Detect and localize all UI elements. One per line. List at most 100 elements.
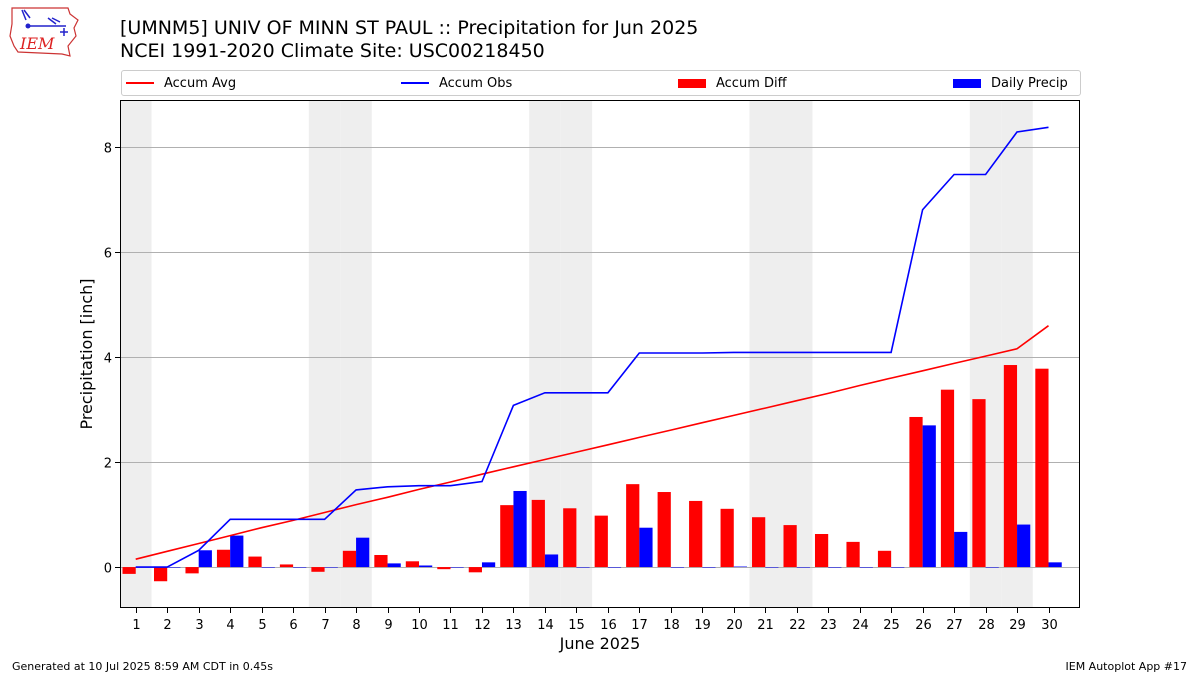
lines (135, 126, 1049, 568)
diff-bar-day-12 (468, 567, 482, 573)
legend-label-daily-precip: Daily Precip (991, 75, 1068, 91)
logo-text: IEM (20, 34, 55, 53)
daily-bar-day-2 (167, 567, 181, 568)
x-tick-label-12: 12 (474, 618, 491, 633)
diff-bar-day-1 (122, 567, 136, 574)
x-tick-label-24: 24 (852, 618, 869, 633)
legend-label-accum-avg: Accum Avg (164, 75, 237, 91)
diff-bar-day-8 (342, 550, 357, 568)
diff-bar-day-17 (626, 484, 640, 568)
legend: Accum Avg Accum Obs Accum Diff Daily Pre… (121, 70, 1081, 96)
x-tick-label-23: 23 (820, 618, 837, 633)
diff-bar-day-25 (877, 550, 892, 568)
diff-bar-day-22 (783, 525, 797, 568)
diff-bar-day-11 (437, 567, 451, 570)
daily-bar-day-26 (922, 425, 936, 568)
daily-bar-day-13 (513, 490, 527, 568)
shaded-day-8 (340, 100, 372, 608)
daily-bar-day-24 (859, 567, 873, 568)
legend-swatch-accum-diff (678, 78, 706, 88)
grid-lines (120, 147, 1080, 568)
chart-title: [UMNM5] UNIV OF MINN ST PAUL :: Precipit… (120, 17, 699, 39)
daily-bar-day-9 (387, 563, 401, 568)
diff-bar-day-21 (752, 517, 766, 568)
x-axis-label: June 2025 (559, 634, 641, 653)
diff-bar-day-29 (1003, 365, 1018, 568)
x-tick-label-15: 15 (568, 618, 585, 633)
diff-bar-day-6 (279, 564, 294, 568)
x-tick-label-26: 26 (915, 618, 932, 633)
diff-bar-day-27 (940, 389, 955, 568)
y-axis-label: Precipitation [inch] (77, 278, 96, 429)
bars (122, 365, 1062, 582)
daily-bar-day-20 (733, 566, 747, 568)
x-tick-label-19: 19 (694, 618, 711, 633)
legend-label-accum-diff: Accum Diff (716, 75, 787, 91)
x-tick-label-14: 14 (537, 618, 554, 633)
x-tick-label-11: 11 (442, 618, 459, 633)
x-tick-label-17: 17 (631, 618, 648, 633)
diff-bar-day-15 (563, 508, 577, 568)
diff-bar-day-4 (216, 549, 231, 568)
x-tick-label-27: 27 (946, 618, 963, 633)
x-tick-label-30: 30 (1041, 618, 1058, 633)
daily-bar-day-3 (198, 550, 212, 568)
diff-bar-day-24 (846, 541, 860, 568)
daily-bar-day-22 (796, 567, 810, 568)
diff-bar-day-9 (374, 554, 388, 568)
x-tick-label-2: 2 (163, 618, 171, 633)
x-axis: 1 2 3 4 5 6 7 8 9 10 11 12 13 14 15 16 17 18 19 20 21 22 23 24 2… (132, 608, 1058, 633)
x-tick-label-18: 18 (663, 618, 680, 633)
y-axis: 0 2 4 6 8 (104, 142, 120, 577)
x-tick-label-21: 21 (757, 618, 774, 633)
legend-label-accum-obs: Accum Obs (439, 75, 513, 91)
diff-bar-day-18 (657, 492, 671, 568)
legend-item-accum-diff: Accum Diff (678, 71, 787, 95)
daily-bar-day-14 (544, 554, 559, 568)
x-tick-label-5: 5 (258, 618, 266, 633)
y-tick-label-8: 8 (104, 142, 112, 157)
x-tick-label-16: 16 (600, 618, 617, 633)
diff-bar-day-30 (1035, 368, 1049, 568)
y-tick-label-4: 4 (104, 352, 112, 367)
legend-swatch-daily-precip (953, 78, 981, 88)
daily-bar-day-27 (954, 531, 968, 568)
y-tick-label-6: 6 (104, 247, 112, 262)
legend-item-daily-precip: Daily Precip (953, 71, 1068, 95)
x-tick-label-1: 1 (132, 618, 140, 633)
diff-bar-day-16 (594, 515, 608, 568)
footer-app: IEM Autoplot App #17 (1065, 660, 1188, 673)
chart-subtitle: NCEI 1991-2020 Climate Site: USC00218450 (120, 40, 545, 62)
shaded-day-22 (780, 100, 813, 608)
daily-bar-day-8 (356, 537, 370, 568)
x-tick-label-20: 20 (726, 618, 743, 633)
daily-bar-day-17 (639, 527, 653, 568)
daily-bar-day-12 (481, 562, 496, 568)
diff-bar-day-7 (311, 567, 325, 572)
daily-bar-day-19 (702, 567, 716, 568)
diff-bar-day-13 (500, 505, 514, 568)
plot-frame (120, 100, 1080, 608)
y-tick-label-2: 2 (104, 457, 112, 472)
diff-bar-day-2 (153, 567, 168, 582)
diff-bar-day-19 (689, 500, 703, 568)
daily-bar-day-16 (607, 567, 622, 568)
x-tick-label-4: 4 (226, 618, 234, 633)
diff-bar-day-3 (185, 567, 199, 574)
daily-bar-day-21 (765, 567, 779, 568)
x-tick-label-9: 9 (384, 618, 392, 633)
diff-bar-day-10 (405, 561, 420, 568)
y-tick-label-0: 0 (104, 562, 112, 577)
diff-bar-day-20 (720, 508, 734, 568)
daily-bar-day-23 (828, 567, 842, 568)
shaded-day-7 (308, 100, 341, 608)
x-tick-label-25: 25 (883, 618, 900, 633)
x-tick-label-13: 13 (505, 618, 522, 633)
x-tick-label-3: 3 (195, 618, 203, 633)
x-tick-label-6: 6 (289, 618, 297, 633)
x-tick-label-22: 22 (789, 618, 806, 633)
daily-bar-day-18 (670, 567, 685, 568)
daily-bar-day-6 (293, 567, 307, 568)
legend-swatch-accum-avg (126, 82, 154, 84)
